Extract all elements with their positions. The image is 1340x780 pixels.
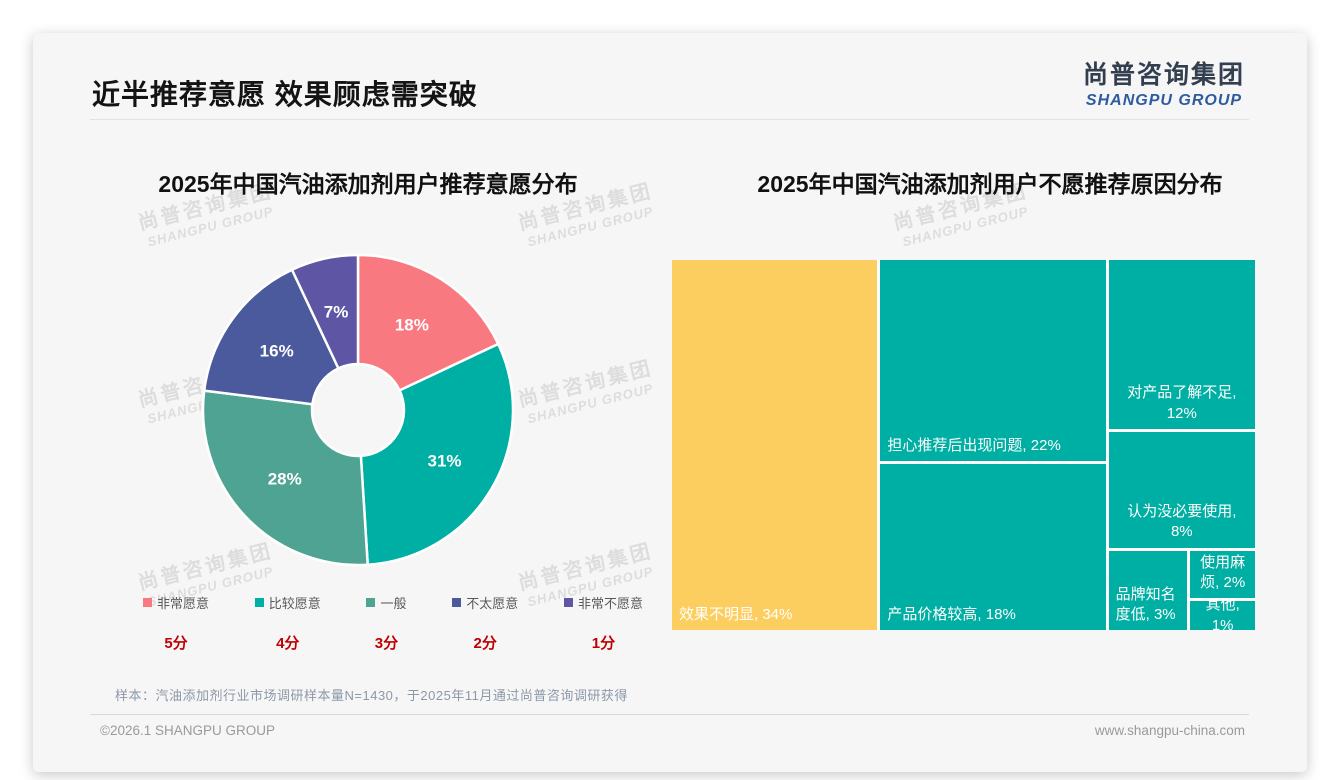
legend-item-不太愿意: 不太愿意 2分 xyxy=(452,593,518,653)
treemap-cell-label: 效果不明显, 34% xyxy=(679,605,793,623)
donut-legend: 非常愿意 5分 比较愿意 4分 一般 3分 不太愿意 2分 非常不愿意 1分 xyxy=(143,593,643,653)
treemap-chart-title: 2025年中国汽油添加剂用户不愿推荐原因分布 xyxy=(757,171,1223,197)
logo-chinese-name: 尚普咨询集团 xyxy=(1082,61,1245,89)
legend-entry: 比较愿意 xyxy=(254,593,321,612)
donut-segment-value: 7% xyxy=(324,302,349,321)
legend-entry: 非常不愿意 xyxy=(563,593,643,612)
treemap-cell-label: 对产品了解不足, 12% xyxy=(1127,384,1237,422)
donut-segment-value: 16% xyxy=(260,341,294,360)
treemap-group: 品牌知名度低, 3% 使用麻烦, 2% 其他, 1% xyxy=(1108,550,1255,630)
legend-label: 非常不愿意 xyxy=(577,596,643,611)
donut-segment-value: 28% xyxy=(268,469,302,488)
donut-segment-value: 31% xyxy=(427,452,461,471)
legend-swatch xyxy=(452,598,462,607)
donut-chart-title: 2025年中国汽油添加剂用户推荐意愿分布 xyxy=(158,171,578,197)
sample-note: 样本：汽油添加剂行业市场调研样本量N=1430，于2025年11月通过尚普咨询调… xyxy=(115,688,628,703)
footer-copyright: ©2026.1 SHANGPU GROUP xyxy=(100,723,276,738)
header-divider xyxy=(90,119,1249,120)
donut-svg: 18% 31% 28% 16% 7% xyxy=(201,253,515,567)
footer-website: www.shangpu-china.com xyxy=(1094,723,1245,738)
treemap-cell-label: 使用麻烦, 2% xyxy=(1200,553,1246,591)
treemap-cell-认为没必要使用: 认为没必要使用, 8% xyxy=(1108,431,1255,548)
legend-entry: 一般 xyxy=(366,593,406,612)
legend-entry: 非常愿意 xyxy=(143,593,209,612)
treemap-cell-产品价格较高: 产品价格较高, 18% xyxy=(880,463,1106,630)
legend-swatch xyxy=(563,598,573,607)
treemap-cell-品牌知名度低: 品牌知名度低, 3% xyxy=(1108,550,1188,630)
legend-score: 4分 xyxy=(276,635,300,652)
treemap-cell-label: 产品价格较高, 18% xyxy=(887,605,1016,623)
treemap-cell-其他: 其他, 1% xyxy=(1190,601,1255,630)
legend-swatch xyxy=(254,598,264,607)
footer-divider xyxy=(90,714,1249,715)
legend-score: 3分 xyxy=(374,635,399,652)
treemap-cell-label: 认为没必要使用, 8% xyxy=(1127,503,1237,541)
donut-segment-比较愿意 xyxy=(359,342,515,566)
watermark-en-text: SHANGPU GROUP xyxy=(900,203,1030,250)
donut-segment-不太愿意 xyxy=(202,268,340,406)
legend-swatch xyxy=(366,598,376,607)
legend-entry: 不太愿意 xyxy=(452,593,518,612)
treemap-group: 使用麻烦, 2% 其他, 1% xyxy=(1190,550,1255,630)
treemap-chart: 效果不明显, 34% 担心推荐后出现问题, 22% 产品价格较高, 18% 对产品了解… xyxy=(672,260,1255,630)
legend-label: 非常愿意 xyxy=(157,596,210,611)
legend-item-非常不愿意: 非常不愿意 1分 xyxy=(563,593,643,653)
legend-item-比较愿意: 比较愿意 4分 xyxy=(254,593,321,653)
donut-segment-非常愿意 xyxy=(356,253,500,392)
treemap-group: 对产品了解不足, 12% 认为没必要使用, 8% 品牌知名度低, 3% 使用麻烦, 2… xyxy=(1108,260,1255,630)
treemap-cell-label: 品牌知名度低, 3% xyxy=(1115,585,1176,623)
treemap-group: 担心推荐后出现问题, 22% 产品价格较高, 18% xyxy=(880,260,1106,630)
donut-segment-value: 18% xyxy=(395,316,429,335)
treemap-cell-效果不明显: 效果不明显, 34% xyxy=(672,260,878,630)
treemap-cell-担心推荐后出现问题: 担心推荐后出现问题, 22% xyxy=(880,260,1106,461)
donut-segment-一般 xyxy=(201,389,369,567)
legend-swatch xyxy=(143,598,152,607)
legend-score: 2分 xyxy=(473,635,497,652)
donut-segment-非常不愿意 xyxy=(290,253,360,370)
legend-score: 5分 xyxy=(164,635,188,652)
page-title: 近半推荐意愿 效果顾虑需突破 xyxy=(92,79,478,110)
legend-item-非常愿意: 非常愿意 5分 xyxy=(143,593,209,653)
legend-label: 比较愿意 xyxy=(268,596,321,611)
logo-english-name: SHANGPU GROUP xyxy=(1085,92,1243,109)
legend-label: 不太愿意 xyxy=(466,596,519,611)
treemap-cell-label: 担心推荐后出现问题, 22% xyxy=(887,436,1061,454)
donut-chart: 18% 31% 28% 16% 7% xyxy=(193,245,523,575)
legend-label: 一般 xyxy=(380,596,407,611)
legend-score: 1分 xyxy=(591,635,616,652)
treemap-cell-对产品了解不足: 对产品了解不足, 12% xyxy=(1108,260,1255,429)
legend-item-一般: 一般 3分 xyxy=(366,593,406,653)
treemap-cell-使用麻烦: 使用麻烦, 2% xyxy=(1190,550,1255,599)
company-logo: 尚普咨询集团 SHANGPU GROUP xyxy=(1083,55,1245,110)
treemap-cell-label: 其他, 1% xyxy=(1205,601,1240,630)
slide-card: 尚普咨询集团 SHANGPU GROUP 尚普咨询集团 SHANGPU GROUP 尚普… xyxy=(33,33,1307,772)
